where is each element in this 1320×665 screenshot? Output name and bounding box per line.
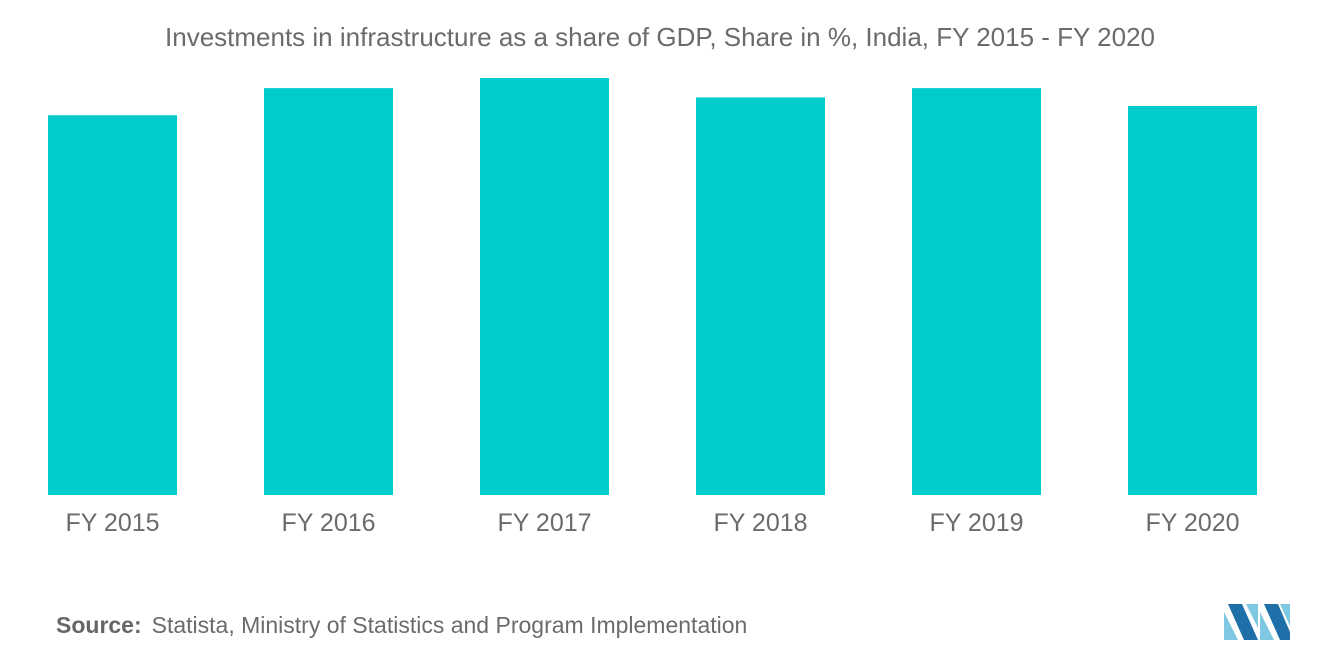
source-note: Source: Statista, Ministry of Statistics … [56,612,747,639]
bar-fy-2019 [912,88,1041,495]
bar-fy-2015 [48,115,177,495]
x-tick-label: FY 2020 [1145,509,1239,537]
x-tick-label: FY 2016 [281,509,375,537]
x-tick-label: FY 2017 [497,509,591,537]
mordor-intelligence-logo-icon [1224,604,1290,640]
x-tick-label: FY 2018 [713,509,807,537]
x-tick-label: FY 2015 [65,509,159,537]
chart-title: Investments in infrastructure as a share… [165,22,1155,52]
bar-fy-2016 [264,88,393,495]
source-text: Statista, Ministry of Statistics and Pro… [151,612,748,638]
bar-fy-2020 [1128,105,1257,495]
bar-fy-2018 [696,97,825,496]
bar-chart: FY 2015 FY 2016 FY 2017 FY 2018 FY 2019 FY 20… [48,78,1257,537]
x-tick-label: FY 2019 [929,509,1023,537]
source-label: Source: [56,612,142,638]
bar-fy-2017 [480,78,609,496]
